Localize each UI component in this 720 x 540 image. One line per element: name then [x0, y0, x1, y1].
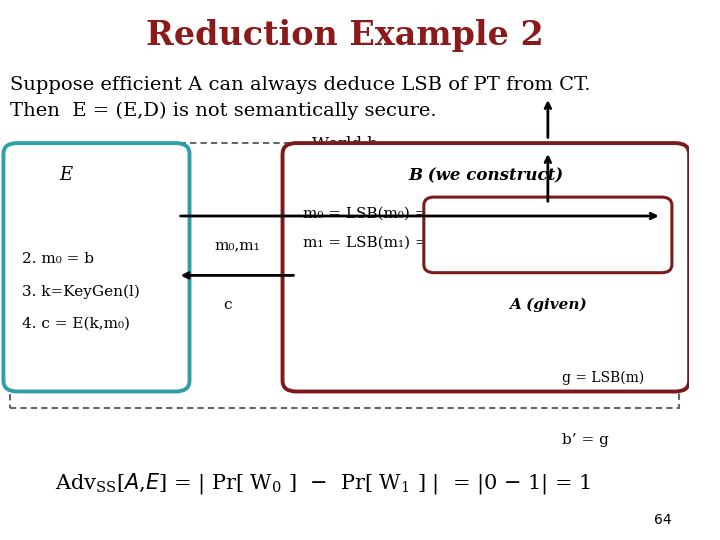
FancyBboxPatch shape — [282, 143, 689, 392]
Text: Then  E = (E,D) is not semantically secure.: Then E = (E,D) is not semantically secur… — [10, 102, 437, 120]
Text: World b: World b — [312, 136, 377, 153]
Text: 2. m₀ = b: 2. m₀ = b — [22, 252, 94, 266]
Text: 4. c = E(k,m₀): 4. c = E(k,m₀) — [22, 317, 130, 331]
Text: 64: 64 — [654, 512, 672, 526]
Text: Suppose efficient A can always deduce LSB of PT from CT.: Suppose efficient A can always deduce LS… — [10, 76, 591, 94]
Text: m₀ = LSB(m₀) = 0: m₀ = LSB(m₀) = 0 — [303, 206, 442, 220]
FancyBboxPatch shape — [4, 143, 189, 392]
Text: g = LSB(m): g = LSB(m) — [562, 371, 644, 385]
Text: Reduction Example 2: Reduction Example 2 — [145, 18, 544, 52]
Text: B (we construct): B (we construct) — [408, 167, 563, 184]
FancyBboxPatch shape — [424, 197, 672, 273]
Text: 3. k=KeyGen(l): 3. k=KeyGen(l) — [22, 285, 140, 299]
Text: A (given): A (given) — [509, 298, 587, 312]
Text: c: c — [223, 298, 232, 312]
Text: E: E — [59, 166, 72, 185]
Text: m₀,m₁: m₀,m₁ — [214, 239, 260, 253]
FancyBboxPatch shape — [10, 143, 679, 408]
Text: Adv$_{\mathregular{SS}}$[$\mathbf{\mathit{A}}$,$\mathbf{\mathit{E}}$] = | Pr[ W$: Adv$_{\mathregular{SS}}$[$\mathbf{\mathi… — [55, 471, 591, 496]
Text: b’ = g: b’ = g — [562, 433, 608, 447]
Text: m₁ = LSB(m₁) = 1: m₁ = LSB(m₁) = 1 — [303, 236, 443, 250]
